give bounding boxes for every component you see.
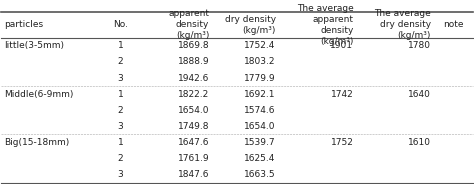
Text: 1539.7: 1539.7 (244, 138, 276, 147)
Text: 1: 1 (118, 41, 123, 50)
Text: 3: 3 (118, 74, 123, 83)
Text: 1663.5: 1663.5 (244, 170, 276, 179)
Text: Middle(6-9mm): Middle(6-9mm) (4, 90, 73, 99)
Text: apparent
density
(kg/m³): apparent density (kg/m³) (168, 9, 210, 40)
Text: little(3-5mm): little(3-5mm) (4, 41, 64, 50)
Text: The average
dry density
(kg/m³): The average dry density (kg/m³) (374, 9, 431, 40)
Text: No.: No. (113, 20, 128, 29)
Text: 1574.6: 1574.6 (244, 106, 276, 115)
Text: 2: 2 (118, 154, 123, 163)
Text: 1: 1 (118, 138, 123, 147)
Text: 1803.2: 1803.2 (244, 57, 276, 66)
Text: 1888.9: 1888.9 (178, 57, 210, 66)
Text: 1654.0: 1654.0 (178, 106, 210, 115)
Text: 2: 2 (118, 106, 123, 115)
Text: 2: 2 (118, 57, 123, 66)
Text: 1647.6: 1647.6 (178, 138, 210, 147)
Text: 1625.4: 1625.4 (245, 154, 276, 163)
Text: 1942.6: 1942.6 (178, 74, 210, 83)
Text: 1901: 1901 (330, 41, 354, 50)
Text: 1749.8: 1749.8 (178, 122, 210, 131)
Text: Big(15-18mm): Big(15-18mm) (4, 138, 69, 147)
Text: 1752: 1752 (330, 138, 354, 147)
Text: 1869.8: 1869.8 (178, 41, 210, 50)
Text: 1761.9: 1761.9 (178, 154, 210, 163)
Text: 1780: 1780 (408, 41, 431, 50)
Text: 3: 3 (118, 122, 123, 131)
Text: 3: 3 (118, 170, 123, 179)
Text: 1610: 1610 (408, 138, 431, 147)
Text: 1822.2: 1822.2 (178, 90, 210, 99)
Text: 1742: 1742 (331, 90, 354, 99)
Text: 1692.1: 1692.1 (244, 90, 276, 99)
Text: 1752.4: 1752.4 (245, 41, 276, 50)
Text: 1779.9: 1779.9 (244, 74, 276, 83)
Text: particles: particles (4, 20, 43, 29)
Text: 1654.0: 1654.0 (244, 122, 276, 131)
Text: 1847.6: 1847.6 (178, 170, 210, 179)
Text: 1: 1 (118, 90, 123, 99)
Text: 1640: 1640 (408, 90, 431, 99)
Text: note: note (443, 20, 464, 29)
Text: dry density
(kg/m³): dry density (kg/m³) (225, 15, 276, 35)
Text: The average
apparent
density
(kg/m³): The average apparent density (kg/m³) (297, 4, 354, 46)
